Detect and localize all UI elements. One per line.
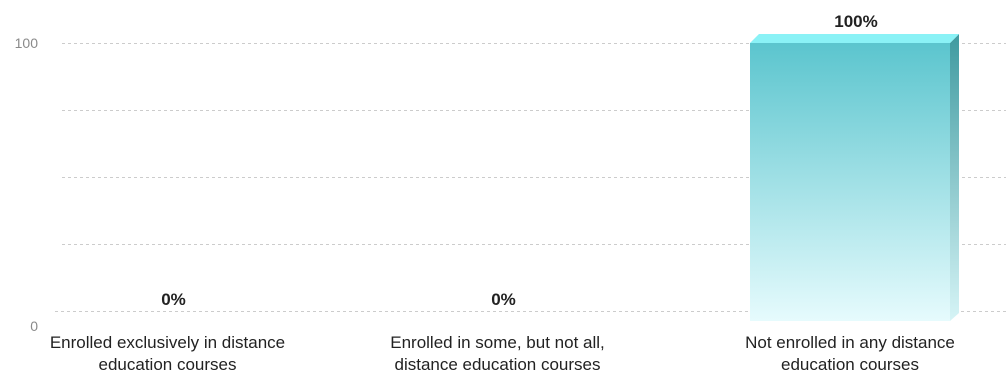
bar [750, 43, 950, 321]
y-tick-label: 0 [30, 318, 38, 334]
x-category-label: Enrolled exclusively in distance educatio… [8, 332, 328, 376]
x-category-label-line: education courses [781, 355, 919, 374]
x-category-label-line: Not enrolled in any distance [745, 333, 955, 352]
data-label: 0% [161, 290, 186, 309]
x-category-label-line: distance education courses [394, 355, 601, 374]
x-category-label-line: Enrolled in some, but not all, [390, 333, 605, 352]
y-axis: 0 100 [15, 35, 39, 334]
y-tick-label: 100 [15, 35, 39, 51]
x-category-label: Not enrolled in any distance education co… [690, 332, 1006, 376]
x-category-label-line: Enrolled exclusively in distance [49, 333, 286, 352]
bar-side [950, 34, 959, 321]
data-label: 0% [491, 290, 516, 309]
x-category-label-line: education courses [98, 355, 237, 374]
bar-top [750, 34, 959, 43]
bars [750, 34, 959, 321]
data-label: 100% [834, 12, 877, 31]
data-labels: 0% 0% 100% [161, 12, 878, 309]
x-category-label: Enrolled in some, but not all, distance e… [338, 332, 658, 376]
